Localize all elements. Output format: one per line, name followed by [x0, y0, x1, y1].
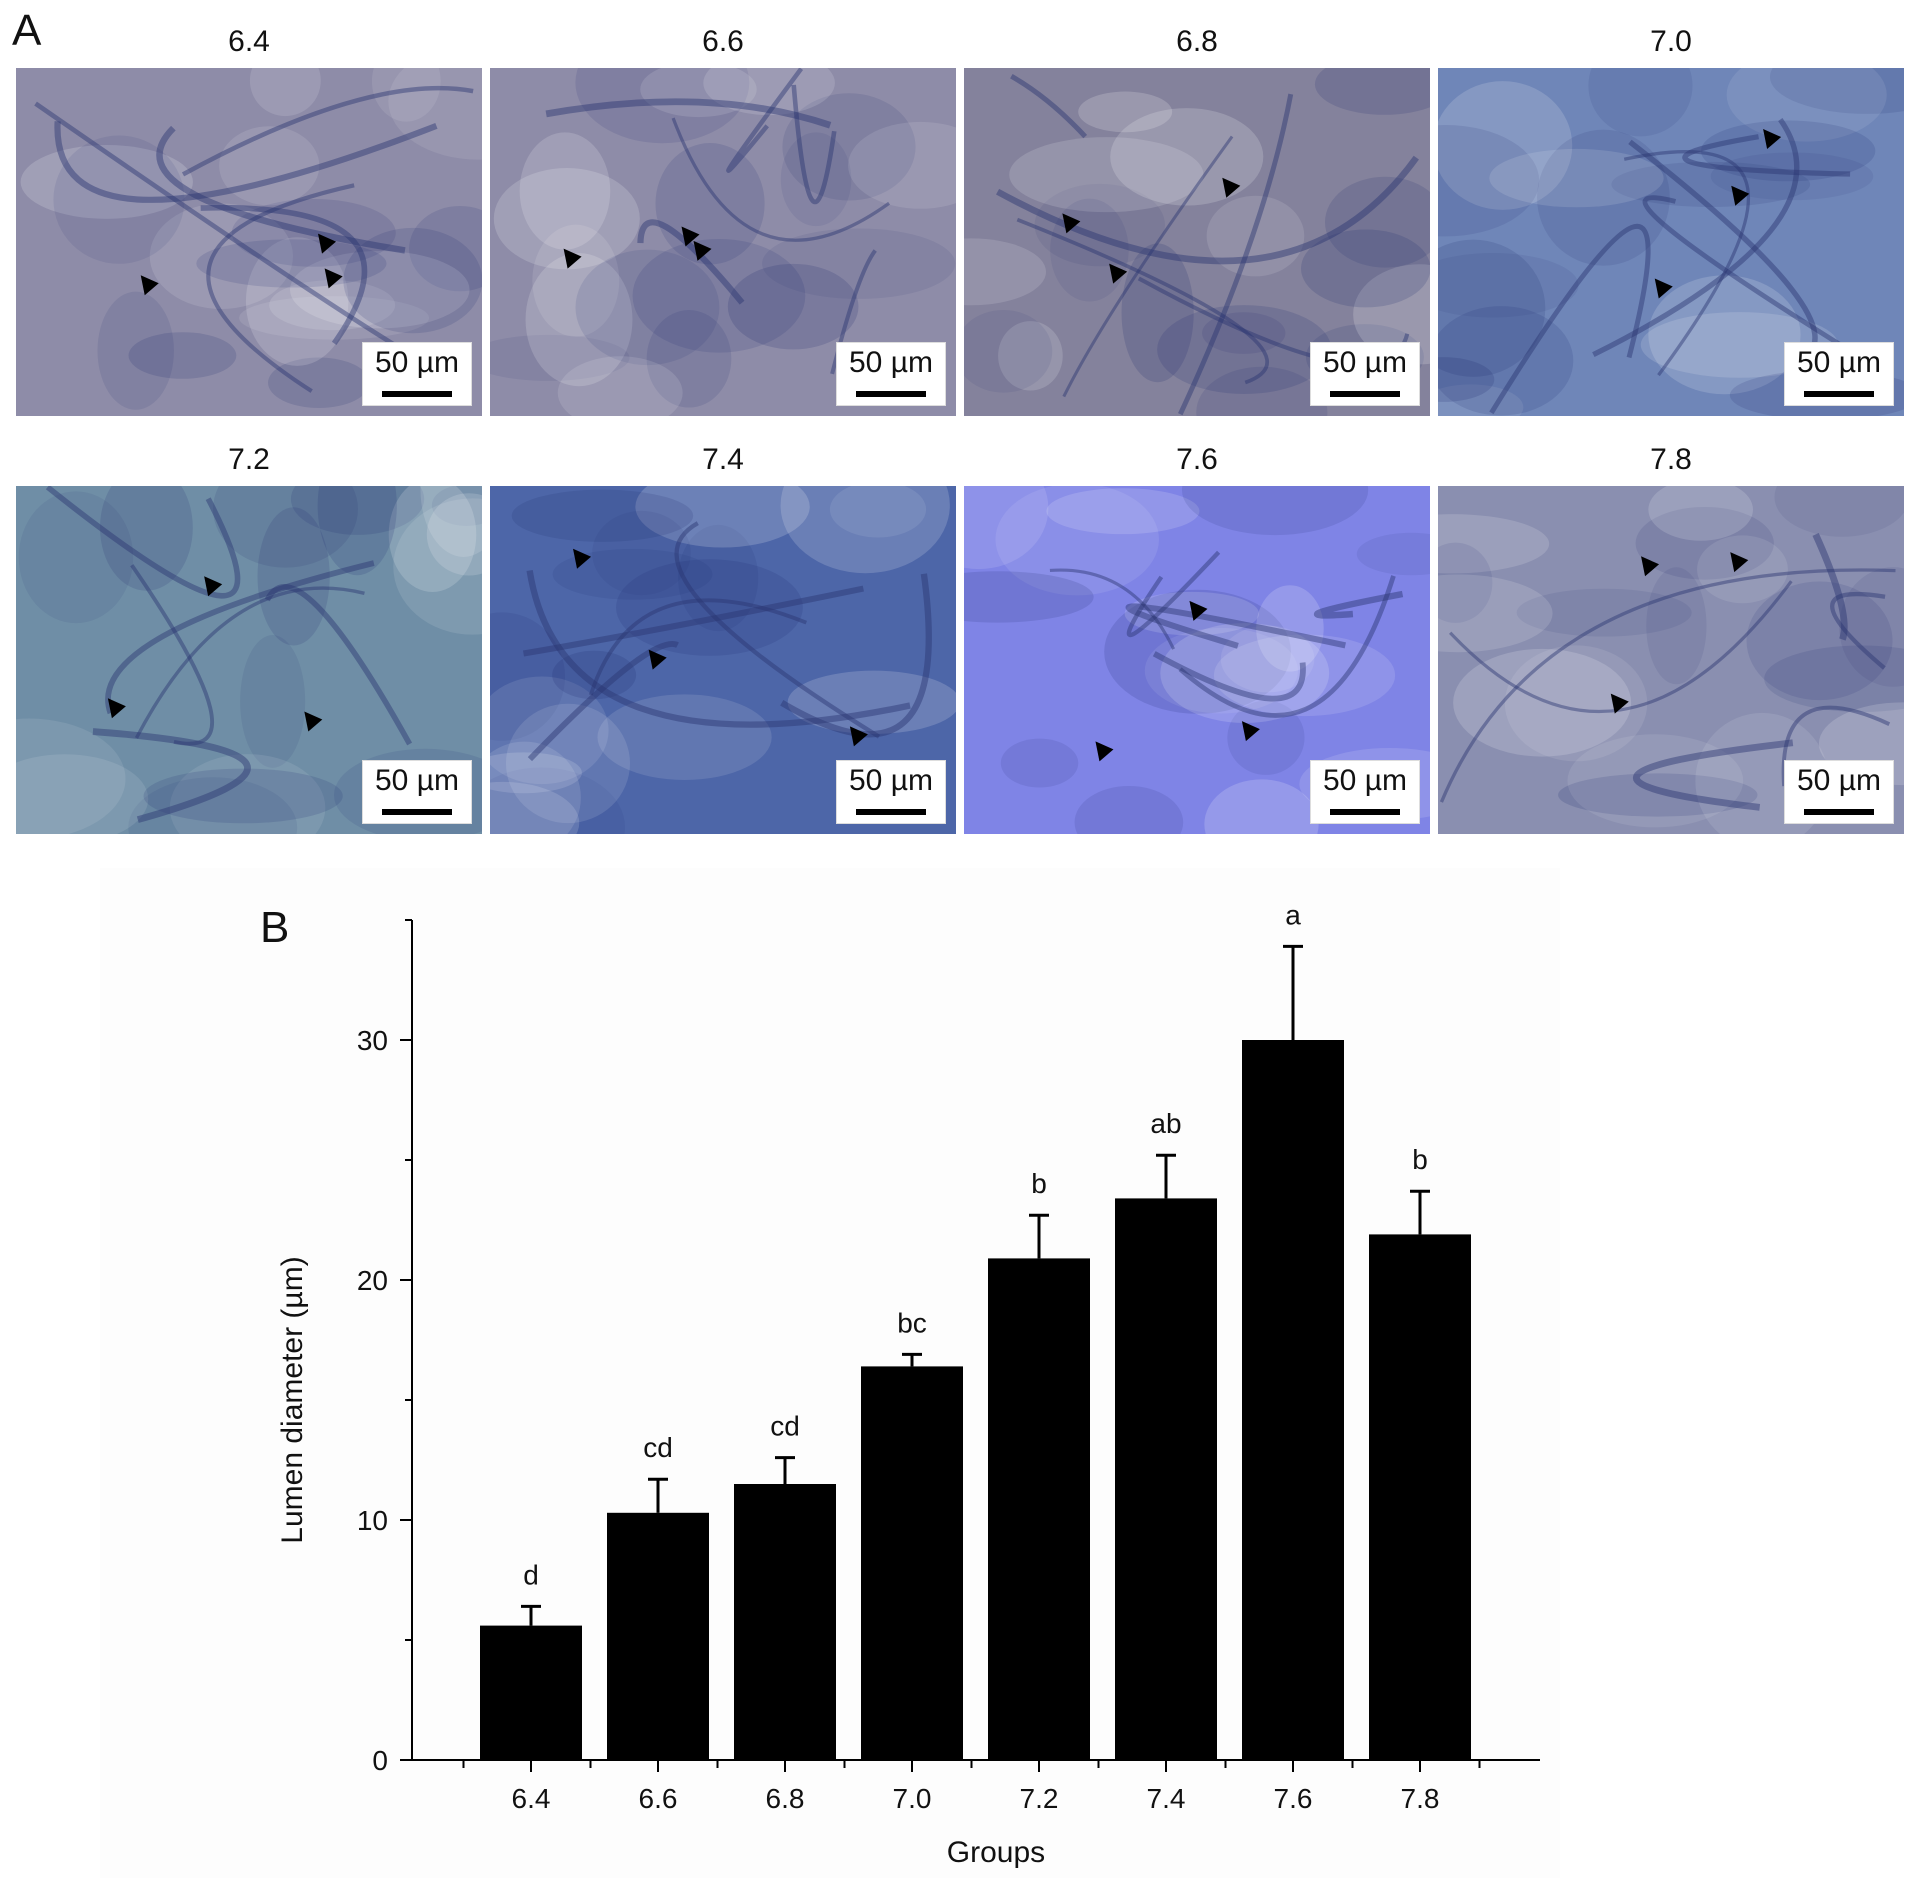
arrowhead-icon: [681, 226, 700, 247]
micrograph-image: 50 µm: [16, 486, 482, 834]
micrograph-image: 50 µm: [1438, 486, 1904, 834]
scale-bar-line: [1804, 809, 1874, 815]
scale-bar-line: [856, 391, 926, 397]
micrograph-label: 6.8: [1176, 25, 1218, 58]
arrowhead-icon: [140, 275, 159, 296]
micrograph-label: 7.4: [702, 443, 744, 476]
micrograph-7-0: 7.0 50 µm: [1438, 25, 1904, 420]
panel-a-letter: A: [12, 6, 42, 55]
scale-bar-line: [382, 391, 452, 397]
arrowhead-icon: [693, 240, 712, 261]
scale-bar-label: 50 µm: [375, 764, 459, 797]
arrowhead-icon: [324, 268, 343, 289]
arrowhead-icon: [1095, 741, 1114, 762]
scale-bar-line: [1804, 391, 1874, 397]
arrowhead-icon: [1222, 177, 1241, 198]
micrograph-image: 50 µm: [1438, 68, 1904, 416]
micrograph-label: 7.2: [228, 443, 270, 476]
micrograph-grid: 6.4 50 µm 6.6 50 µm 6.8 50 µm 7.0 50 µm 7.2 50 µm…: [16, 25, 1904, 838]
micrograph-label: 6.6: [702, 25, 744, 58]
arrowhead-icon: [304, 711, 323, 732]
scale-bar-label: 50 µm: [1323, 764, 1407, 797]
micrograph-label: 6.4: [228, 25, 270, 58]
arrowhead-icon: [1763, 129, 1782, 150]
arrowhead-icon: [1241, 721, 1260, 742]
scale-bar: 50 µm: [1310, 342, 1420, 406]
arrowhead-icon: [573, 548, 592, 569]
micrograph-label: 7.8: [1650, 443, 1692, 476]
scale-bar: 50 µm: [362, 760, 472, 824]
arrowhead-icon: [1189, 600, 1208, 621]
arrowhead-icon: [318, 233, 337, 254]
arrowhead-icon: [563, 248, 582, 269]
micrograph-label: 7.0: [1650, 25, 1692, 58]
micrograph-image: 50 µm: [490, 68, 956, 416]
scale-bar-line: [856, 809, 926, 815]
scale-bar-label: 50 µm: [1797, 764, 1881, 797]
arrowhead-icon: [1062, 213, 1081, 234]
scale-bar-label: 50 µm: [849, 764, 933, 797]
scale-bar: 50 µm: [836, 760, 946, 824]
scale-bar-label: 50 µm: [1323, 346, 1407, 379]
scale-bar: 50 µm: [1310, 760, 1420, 824]
micrograph-7-2: 7.2 50 µm: [16, 443, 482, 838]
arrowhead-icon: [648, 649, 667, 670]
scale-bar-line: [382, 809, 452, 815]
chart-background: [100, 868, 1560, 1878]
arrowhead-icon: [1641, 556, 1660, 577]
arrowhead-icon: [1731, 185, 1750, 206]
micrograph-image: 50 µm: [490, 486, 956, 834]
scale-bar-label: 50 µm: [1797, 346, 1881, 379]
micrograph-7-6: 7.6 50 µm: [964, 443, 1430, 838]
micrograph-7-4: 7.4 50 µm: [490, 443, 956, 838]
scale-bar: 50 µm: [836, 342, 946, 406]
arrowhead-icon: [204, 576, 223, 597]
micrograph-6-8: 6.8 50 µm: [964, 25, 1430, 420]
arrowhead-icon: [107, 698, 126, 719]
scale-bar: 50 µm: [362, 342, 472, 406]
scale-bar-label: 50 µm: [375, 346, 459, 379]
scale-bar-line: [1330, 391, 1400, 397]
micrograph-7-8: 7.8 50 µm: [1438, 443, 1904, 838]
micrograph-image: 50 µm: [16, 68, 482, 416]
micrograph-6-4: 6.4 50 µm: [16, 25, 482, 420]
scale-bar-line: [1330, 809, 1400, 815]
micrograph-label: 7.6: [1176, 443, 1218, 476]
scale-bar: 50 µm: [1784, 342, 1894, 406]
micrograph-image: 50 µm: [964, 486, 1430, 834]
scale-bar: 50 µm: [1784, 760, 1894, 824]
arrowhead-icon: [1654, 278, 1673, 299]
arrowhead-icon: [1730, 552, 1749, 573]
arrowhead-icon: [1610, 693, 1629, 714]
scale-bar-label: 50 µm: [849, 346, 933, 379]
micrograph-6-6: 6.6 50 µm: [490, 25, 956, 420]
micrograph-image: 50 µm: [964, 68, 1430, 416]
arrowhead-icon: [849, 726, 868, 747]
arrowhead-icon: [1109, 263, 1128, 284]
